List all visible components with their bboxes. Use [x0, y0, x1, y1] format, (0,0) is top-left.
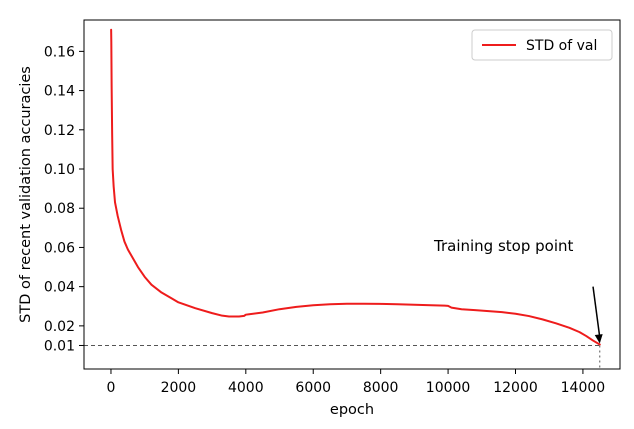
y-tick-label: 0.01	[44, 338, 75, 354]
x-tick-label: 14000	[561, 380, 606, 396]
x-tick-label: 12000	[493, 380, 538, 396]
y-tick-label: 0.12	[44, 123, 75, 139]
x-tick-label: 6000	[295, 380, 331, 396]
x-tick-label: 0	[107, 380, 116, 396]
axis-layer: 0 2000 4000 6000 8000 10000 12000 14000 0.01 0.02…	[18, 44, 605, 418]
y-tick-label: 0.08	[44, 201, 75, 217]
legend-box	[471, 29, 613, 61]
x-tick-label: 10000	[426, 380, 471, 396]
y-tick-label: 0.06	[44, 240, 75, 256]
annotation-arrowhead	[594, 334, 603, 344]
x-tick-label: 2000	[161, 380, 197, 396]
annotation-text: Training stop point	[433, 237, 573, 255]
y-tick-label: 0.02	[44, 319, 75, 335]
plot-frame	[83, 19, 621, 370]
y-tick-label: 0.16	[44, 44, 75, 60]
y-axis-label: STD of recent validation accuracies	[18, 66, 34, 323]
legend-entry-label: STD of val	[526, 38, 597, 54]
y-tick-label: 0.10	[44, 162, 75, 178]
x-tick-label: 4000	[228, 380, 264, 396]
annotation-layer: Training stop point	[433, 237, 603, 344]
y-tick-label: 0.04	[44, 280, 75, 296]
series-line	[110, 28, 601, 346]
y-tick-label: 0.14	[44, 84, 75, 100]
legend: STD of val	[471, 29, 613, 61]
annotation-arrow-shaft	[592, 286, 601, 338]
x-axis-label: epoch	[330, 402, 374, 418]
reference-layer	[84, 344, 601, 369]
series-layer	[110, 28, 601, 346]
x-tick-label: 8000	[363, 380, 399, 396]
